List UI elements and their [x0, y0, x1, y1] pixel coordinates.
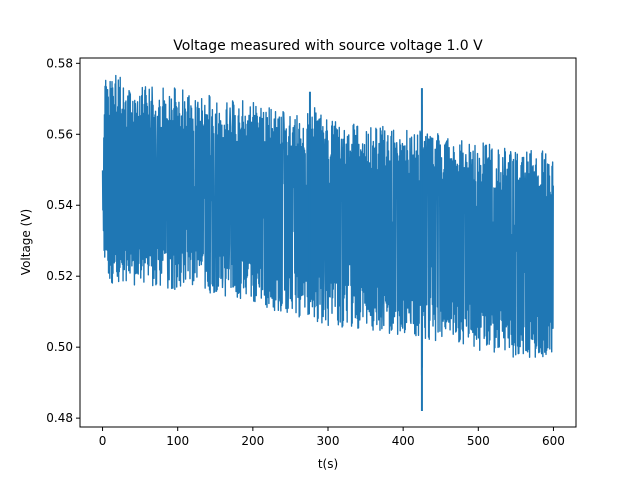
- y-tick-label: 0.54: [46, 198, 73, 212]
- series-layer: [101, 74, 554, 412]
- y-axis: 0.48 0.50 0.52 0.54 0.56 0.58: [46, 56, 80, 425]
- y-tick-label: 0.56: [46, 127, 73, 141]
- x-axis-label: t(s): [318, 457, 338, 471]
- x-tick-label: 600: [542, 434, 565, 448]
- x-tick-label: 400: [392, 434, 415, 448]
- y-tick-label: 0.48: [46, 411, 73, 425]
- y-tick-label: 0.50: [46, 340, 73, 354]
- x-tick-label: 100: [166, 434, 189, 448]
- y-axis-label: Voltage (V): [19, 209, 33, 275]
- voltage-series-line: [101, 74, 554, 377]
- x-axis: 0 100 200 300 400 500 600: [99, 427, 565, 448]
- x-tick-label: 200: [241, 434, 264, 448]
- x-tick-label: 500: [467, 434, 490, 448]
- x-tick-label: 0: [99, 434, 107, 448]
- y-tick-label: 0.52: [46, 269, 73, 283]
- chart-title: Voltage measured with source voltage 1.0…: [173, 38, 483, 54]
- x-tick-label: 300: [317, 434, 340, 448]
- y-tick-label: 0.58: [46, 56, 73, 70]
